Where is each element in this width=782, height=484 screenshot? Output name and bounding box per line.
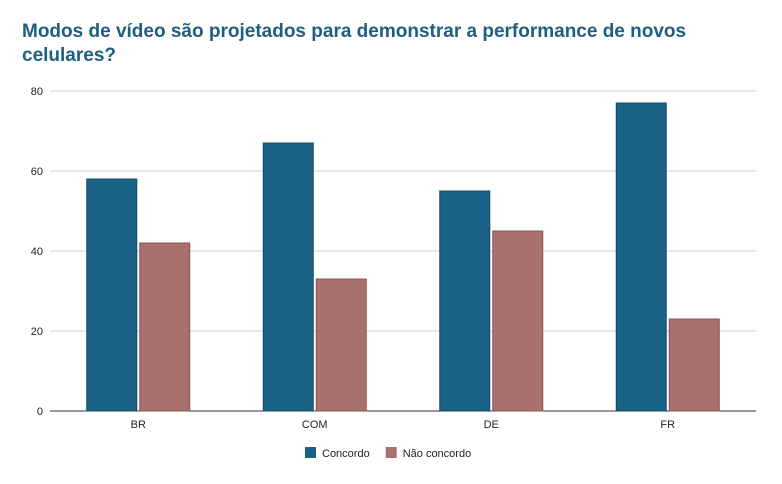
x-axis-ticks: BR COM DE FR: [131, 419, 676, 431]
y-tick-label: 60: [31, 166, 43, 178]
bar-de-concordo: [439, 190, 491, 412]
x-tick-label: DE: [484, 419, 499, 431]
y-tick-label: 20: [31, 326, 43, 338]
bar-com-concordo: [262, 142, 314, 412]
x-tick-label: BR: [131, 419, 146, 431]
x-tick-label: COM: [302, 419, 328, 431]
legend-label-nao-concordo: Não concordo: [403, 448, 472, 460]
bar-br-nao-concordo: [139, 242, 191, 412]
bar-de-nao-concordo: [492, 230, 544, 412]
bar-fr-nao-concordo: [668, 318, 720, 412]
y-tick-label: 0: [37, 406, 43, 418]
chart-title: Modos de vídeo são projetados para demon…: [22, 21, 687, 66]
y-tick-label: 40: [31, 246, 43, 258]
bars: [86, 102, 720, 412]
legend-label-concordo: Concordo: [322, 448, 370, 460]
legend-swatch-concordo: [305, 447, 316, 458]
bar-br-concordo: [86, 178, 138, 412]
legend: Concordo Não concordo: [305, 447, 471, 460]
x-tick-label: FR: [660, 419, 675, 431]
bar-fr-concordo: [615, 102, 667, 412]
legend-swatch-nao-concordo: [385, 447, 397, 458]
y-axis-ticks: 0 20 40 60 80: [31, 86, 43, 418]
bar-com-nao-concordo: [315, 278, 367, 412]
y-tick-label: 80: [31, 86, 43, 98]
